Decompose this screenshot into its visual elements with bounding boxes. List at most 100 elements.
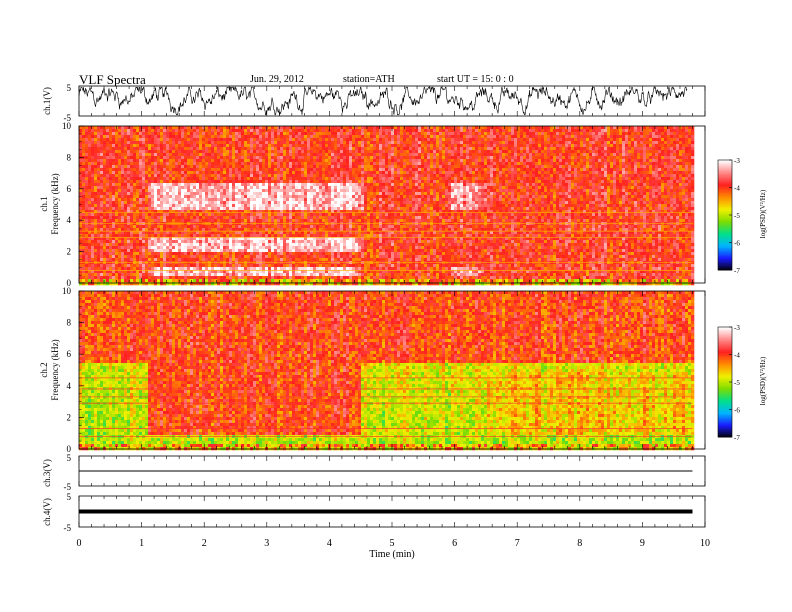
- spectrogram-cell: [100, 141, 103, 144]
- spectrogram-cell: [148, 126, 151, 129]
- spectrogram-cell: [151, 156, 154, 159]
- spectrogram-cell: [94, 180, 97, 183]
- spectrogram-cell: [91, 162, 94, 165]
- spectrogram-cell: [130, 264, 133, 267]
- spectrogram-cell: [136, 264, 139, 267]
- spectrogram-cell: [154, 174, 157, 177]
- spectrogram-cell: [133, 189, 136, 192]
- spectrogram-cell: [184, 177, 187, 180]
- spectrogram-cell: [100, 243, 103, 246]
- spectrogram-cell: [94, 204, 97, 207]
- spectrogram-cell: [172, 165, 175, 168]
- spectrogram-cell: [151, 234, 154, 237]
- spectrogram-cell: [184, 150, 187, 153]
- spectrogram-cell: [136, 234, 139, 237]
- spectrogram-cell: [127, 246, 130, 249]
- spectrogram-cell: [79, 162, 82, 165]
- spectrogram-cell: [181, 195, 184, 198]
- spectrogram-cell: [106, 213, 109, 216]
- spectrogram-cell: [187, 243, 190, 246]
- spectrogram-cell: [160, 282, 163, 285]
- spectrogram-cell: [91, 210, 94, 213]
- spectrogram-cell: [118, 234, 121, 237]
- spectrogram-cell: [88, 138, 91, 141]
- spectrogram-cell: [103, 195, 106, 198]
- spectrogram-cell: [100, 246, 103, 249]
- spectrogram-cell: [130, 252, 133, 255]
- spectrogram-cell: [97, 210, 100, 213]
- spectrogram-cell: [172, 273, 175, 276]
- spectrogram-cell: [184, 171, 187, 174]
- spectrogram-cell: [82, 153, 85, 156]
- spectrogram-cell: [124, 159, 127, 162]
- spectrogram-cell: [79, 153, 82, 156]
- spectrogram-cell: [133, 246, 136, 249]
- spectrogram-cell: [115, 240, 118, 243]
- spectrogram-cell: [139, 177, 142, 180]
- spectrogram-cell: [106, 204, 109, 207]
- spectrogram-cell: [88, 183, 91, 186]
- spectrogram-cell: [145, 129, 148, 132]
- spectrogram-cell: [103, 141, 106, 144]
- spectrogram-cell: [103, 252, 106, 255]
- spectrogram-cell: [151, 255, 154, 258]
- spectrogram-cell: [106, 180, 109, 183]
- spectrogram-cell: [148, 174, 151, 177]
- spectrogram-cell: [133, 243, 136, 246]
- spectrogram-cell: [88, 249, 91, 252]
- spectrogram-cell: [82, 129, 85, 132]
- spectrogram-cell: [136, 180, 139, 183]
- spectrogram-cell: [181, 264, 184, 267]
- spectrogram-cell: [181, 276, 184, 279]
- spectrogram-cell: [118, 150, 121, 153]
- spectrogram-cell: [181, 171, 184, 174]
- spectrogram-cell: [106, 192, 109, 195]
- spectrogram-cell: [112, 174, 115, 177]
- spectrogram-cell: [166, 216, 169, 219]
- spectrogram-cell: [148, 225, 151, 228]
- spectrogram-cell: [100, 171, 103, 174]
- spectrogram-cell: [184, 138, 187, 141]
- spectrogram-cell: [115, 174, 118, 177]
- spectrogram-cell: [97, 195, 100, 198]
- spectrogram-cell: [109, 255, 112, 258]
- spectrogram-cell: [187, 207, 190, 210]
- spectrogram-cell: [148, 258, 151, 261]
- spectrogram-cell: [88, 216, 91, 219]
- spectrogram-cell: [121, 138, 124, 141]
- spectrogram-cell: [181, 135, 184, 138]
- spectrogram-cell: [160, 138, 163, 141]
- spectrogram-cell: [127, 204, 130, 207]
- spectrogram-cell: [175, 267, 178, 270]
- spectrogram-cell: [106, 162, 109, 165]
- spectrogram-cell: [100, 195, 103, 198]
- spectrogram-cell: [97, 249, 100, 252]
- spectrogram-cell: [169, 156, 172, 159]
- spectrogram-cell: [160, 159, 163, 162]
- spectrogram-cell: [142, 195, 145, 198]
- spectrogram-cell: [91, 240, 94, 243]
- spectrogram-cell: [94, 129, 97, 132]
- spectrogram-cell: [124, 225, 127, 228]
- spectrogram-cell: [160, 249, 163, 252]
- spectrogram-cell: [175, 216, 178, 219]
- spectrogram-cell: [112, 216, 115, 219]
- spectrogram-cell: [106, 279, 109, 282]
- spectrogram-cell: [112, 183, 115, 186]
- spectrogram-cell: [187, 150, 190, 153]
- spectrogram-cell: [142, 273, 145, 276]
- spectrogram-cell: [142, 204, 145, 207]
- spectrogram-cell: [100, 282, 103, 285]
- spectrogram-cell: [124, 189, 127, 192]
- spectrogram-cell: [139, 255, 142, 258]
- spectrogram-cell: [85, 126, 88, 129]
- spectrogram-cell: [187, 189, 190, 192]
- spectrogram-cell: [115, 213, 118, 216]
- spectrogram-cell: [145, 180, 148, 183]
- spectrogram-cell: [172, 183, 175, 186]
- spectrogram-cell: [169, 141, 172, 144]
- spectrogram-cell: [118, 132, 121, 135]
- spectrogram-cell: [127, 126, 130, 129]
- spectrogram-cell: [121, 279, 124, 282]
- spectrogram-cell: [79, 129, 82, 132]
